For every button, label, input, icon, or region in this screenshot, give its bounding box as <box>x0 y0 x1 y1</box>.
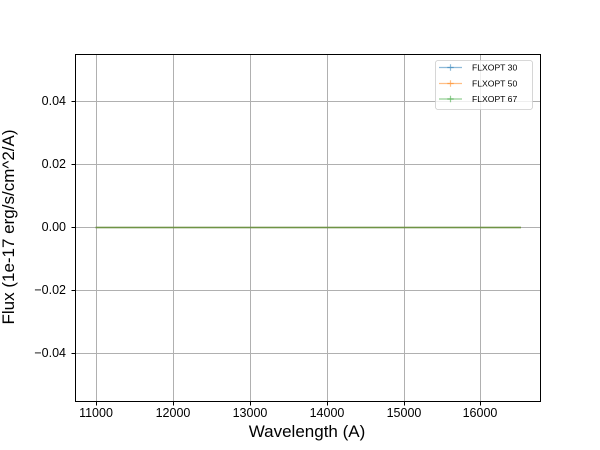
svg-text:0.02: 0.02 <box>42 157 66 171</box>
svg-text:12000: 12000 <box>156 406 191 420</box>
svg-text:Wavelength (A): Wavelength (A) <box>249 422 366 441</box>
svg-text:13000: 13000 <box>233 406 268 420</box>
svg-text:−0.04: −0.04 <box>34 346 66 360</box>
svg-text:14000: 14000 <box>310 406 345 420</box>
svg-text:−0.02: −0.02 <box>34 283 66 297</box>
svg-text:Flux (1e-17 erg/s/cm^2/A): Flux (1e-17 erg/s/cm^2/A) <box>0 129 18 324</box>
svg-text:11000: 11000 <box>79 406 113 420</box>
svg-text:FLXOPT 67: FLXOPT 67 <box>472 94 517 104</box>
svg-text:15000: 15000 <box>387 406 422 420</box>
svg-text:16000: 16000 <box>463 406 498 420</box>
svg-text:FLXOPT 30: FLXOPT 30 <box>472 63 517 73</box>
svg-text:FLXOPT 50: FLXOPT 50 <box>472 79 517 89</box>
svg-text:0.04: 0.04 <box>42 94 66 108</box>
svg-text:0.00: 0.00 <box>42 220 66 234</box>
